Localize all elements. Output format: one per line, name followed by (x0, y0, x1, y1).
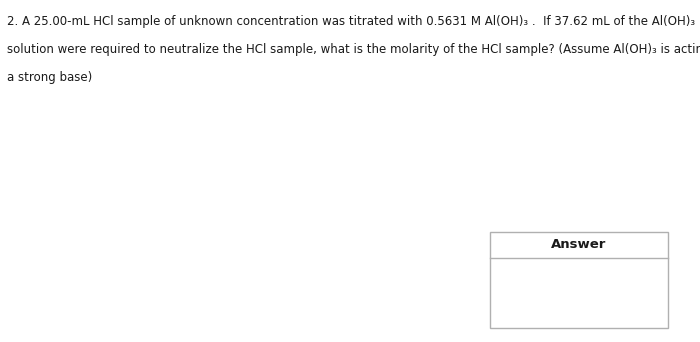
Text: 2. A 25.00-mL HCl sample of unknown concentration was titrated with 0.5631 M Al(: 2. A 25.00-mL HCl sample of unknown conc… (7, 15, 695, 28)
Text: solution were required to neutralize the HCl sample, what is the molarity of the: solution were required to neutralize the… (7, 43, 700, 56)
Text: a strong base): a strong base) (7, 71, 92, 84)
Text: Answer: Answer (552, 238, 607, 251)
Bar (490, 232, 668, 328)
